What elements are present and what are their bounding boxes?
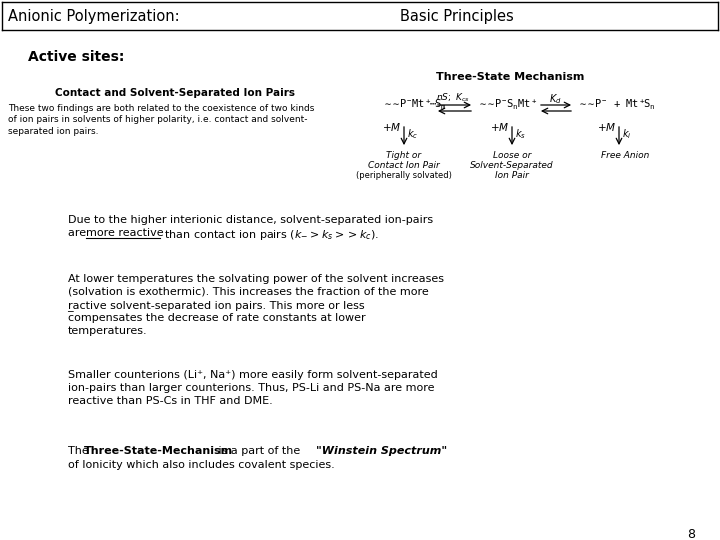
Text: These two findings are both related to the coexistence of two kinds
of ion pairs: These two findings are both related to t… <box>8 104 315 136</box>
Text: $+M$: $+M$ <box>490 121 509 133</box>
Text: (solvation is exothermic). This increases the fraction of the more: (solvation is exothermic). This increase… <box>68 287 428 297</box>
Text: is a part of the: is a part of the <box>215 446 304 456</box>
Text: $\mathit{k_s}$: $\mathit{k_s}$ <box>515 127 526 141</box>
Text: $\mathit{k_c}$: $\mathit{k_c}$ <box>407 127 418 141</box>
Text: Solvent-Separated: Solvent-Separated <box>470 161 554 170</box>
Text: Loose or: Loose or <box>492 151 531 160</box>
Text: "Winstein Spectrum": "Winstein Spectrum" <box>316 446 447 456</box>
Text: 8: 8 <box>687 528 695 540</box>
Text: compensates the decrease of rate constants at lower: compensates the decrease of rate constan… <box>68 313 366 323</box>
Text: $+M$: $+M$ <box>382 121 401 133</box>
Text: Tight or: Tight or <box>387 151 422 160</box>
Text: are: are <box>68 228 89 238</box>
Text: At lower temperatures the solvating power of the solvent increases: At lower temperatures the solvating powe… <box>68 274 444 284</box>
Text: of Ionicity which also includes covalent species.: of Ionicity which also includes covalent… <box>68 460 335 470</box>
Text: Basic Principles: Basic Principles <box>400 9 514 24</box>
Text: Smaller counterions (Li⁺, Na⁺) more easily form solvent-separated: Smaller counterions (Li⁺, Na⁺) more easi… <box>68 370 438 380</box>
Text: $\mathit{k_i}$: $\mathit{k_i}$ <box>622 127 631 141</box>
Text: ion-pairs than larger counterions. Thus, PS-Li and PS-Na are more: ion-pairs than larger counterions. Thus,… <box>68 383 434 393</box>
Text: Contact and Solvent-Separated Ion Pairs: Contact and Solvent-Separated Ion Pairs <box>55 88 295 98</box>
Text: (peripherally solvated): (peripherally solvated) <box>356 171 452 180</box>
Text: r̲active solvent-separated ion pairs. This more or less: r̲active solvent-separated ion pairs. Th… <box>68 300 364 311</box>
Text: Anionic Polymerization:: Anionic Polymerization: <box>8 9 179 24</box>
Text: Due to the higher interionic distance, solvent-separated ion-pairs: Due to the higher interionic distance, s… <box>68 215 433 225</box>
Text: Active sites:: Active sites: <box>28 50 125 64</box>
Text: Free Anion: Free Anion <box>600 151 649 160</box>
Text: Ion Pair: Ion Pair <box>495 171 529 180</box>
Text: Three-State Mechanism: Three-State Mechanism <box>436 72 584 82</box>
Text: $\mathtt{\sim\!\sim\!P^-\ +\ Mt^+\!S_n}$: $\mathtt{\sim\!\sim\!P^-\ +\ Mt^+\!S_n}$ <box>577 98 656 112</box>
Text: reactive than PS-Cs in THF and DME.: reactive than PS-Cs in THF and DME. <box>68 396 273 406</box>
Text: temperatures.: temperatures. <box>68 326 148 336</box>
Text: $\mathit{nS;\ K_{cs}}$: $\mathit{nS;\ K_{cs}}$ <box>436 92 470 105</box>
Text: more reactive: more reactive <box>86 228 163 238</box>
Text: $\mathit{K_d}$: $\mathit{K_d}$ <box>549 92 562 106</box>
Text: than contact ion pairs ($k_{-} > k_s >> k_c$).: than contact ion pairs ($k_{-} > k_s >> … <box>161 228 379 242</box>
Text: $\mathtt{\sim\!\sim\!P^-\!S_nMt^+}$: $\mathtt{\sim\!\sim\!P^-\!S_nMt^+}$ <box>477 98 538 112</box>
Text: $\mathtt{\sim\!\sim\!P^-\!Mt^+\!\cdots\!S_m}$: $\mathtt{\sim\!\sim\!P^-\!Mt^+\!\cdots\!… <box>382 98 446 112</box>
Text: Contact Ion Pair: Contact Ion Pair <box>368 161 440 170</box>
Text: The: The <box>68 446 92 456</box>
Text: Three-State-Mechanism: Three-State-Mechanism <box>84 446 233 456</box>
Text: $+M$: $+M$ <box>597 121 616 133</box>
